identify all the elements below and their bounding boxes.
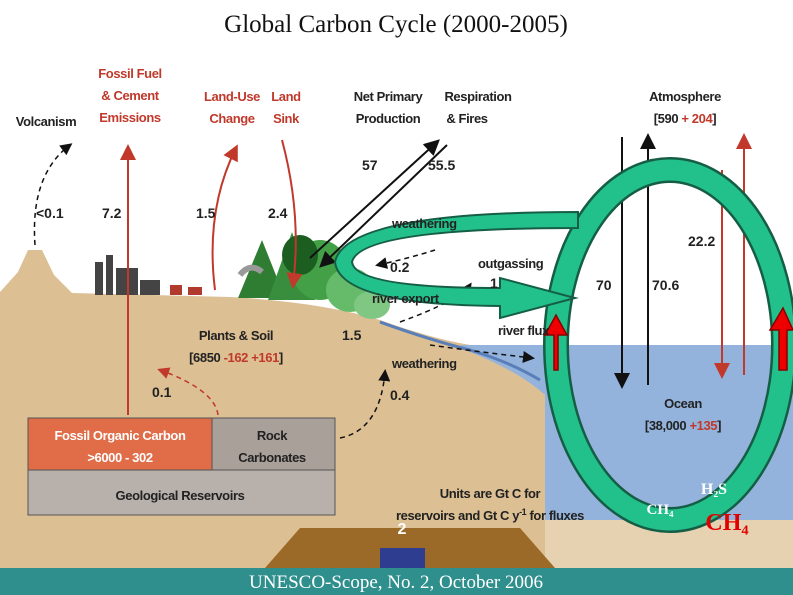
label: Volcanism xyxy=(16,114,76,129)
ocean xyxy=(460,345,793,520)
reservoir-label: Rock xyxy=(257,428,288,443)
units: Units are Gt C for xyxy=(440,486,541,501)
flux: 7.2 xyxy=(102,205,122,221)
stock-base: [38,000 xyxy=(645,418,686,433)
label: & Cement xyxy=(101,88,160,103)
units-text: reservoirs and Gt C y xyxy=(396,508,520,523)
rock-box xyxy=(211,417,336,471)
label: river flux xyxy=(498,323,550,338)
label: weathering xyxy=(391,356,457,371)
stock-loss: -162 xyxy=(224,350,249,365)
flux: 0.1 xyxy=(152,384,172,400)
flux: 70 xyxy=(596,277,612,293)
units-text: for fluxes xyxy=(526,508,584,523)
label: Plants & Soil xyxy=(199,328,273,343)
flux: 57 xyxy=(362,157,378,173)
flux: 70.6 xyxy=(652,277,679,293)
label: Sink xyxy=(273,111,300,126)
label: Atmosphere xyxy=(649,89,721,104)
stock: [38,000 +135] xyxy=(645,418,721,433)
label: weathering xyxy=(391,216,457,231)
flux: 0.2 xyxy=(390,259,410,275)
stock-close: ] xyxy=(279,350,283,365)
gas: CH₄ xyxy=(647,502,675,518)
flux: 0.4 xyxy=(390,387,410,403)
label: Emissions xyxy=(99,110,161,125)
seabed xyxy=(545,520,793,568)
title: Global Carbon Cycle (2000-2005) xyxy=(224,11,568,38)
stock-base: [6850 xyxy=(189,350,220,365)
footer-bar xyxy=(0,568,793,595)
stock-gain: +161 xyxy=(251,350,279,365)
units: reservoirs and Gt C y-1 for fluxes xyxy=(396,507,584,523)
stock-close: ] xyxy=(712,111,716,126)
label: Production xyxy=(356,111,421,126)
stock-change: + 204 xyxy=(681,111,713,126)
gas: H₂S xyxy=(701,481,727,498)
reservoir-label: >6000 - 302 xyxy=(87,450,153,465)
units-sup: -1 xyxy=(519,507,527,517)
geological-box xyxy=(27,469,336,516)
green-arrow xyxy=(333,210,579,320)
marker-box xyxy=(380,548,425,568)
label: Change xyxy=(209,111,254,126)
label: Land-Use xyxy=(204,89,260,104)
footer: UNESCO-Scope, No. 2, October 2006 xyxy=(249,572,543,593)
stock: [590 + 204] xyxy=(654,111,717,126)
label: Fossil Fuel xyxy=(98,66,162,81)
label: Land xyxy=(271,89,301,104)
flux: 22.2 xyxy=(688,233,715,249)
stock-base: [590 xyxy=(654,111,679,126)
label: Net Primary xyxy=(354,89,424,104)
stock-close: ] xyxy=(717,418,721,433)
reservoir-label: Fossil Organic Carbon xyxy=(54,428,185,443)
red-arrow xyxy=(768,306,793,371)
reservoir-label: Geological Reservoirs xyxy=(116,488,245,503)
flux: 1.5 xyxy=(342,327,362,343)
reservoir-label: Carbonates xyxy=(238,450,306,465)
flux: 1.5 xyxy=(196,205,216,221)
marker-label: 2 xyxy=(398,521,407,538)
fossil-organic-box xyxy=(27,417,213,471)
label: Ocean xyxy=(664,396,702,411)
label: & Fires xyxy=(446,111,487,126)
flux: 1 xyxy=(490,275,498,291)
red-arrow xyxy=(543,313,569,371)
flux: 55.5 xyxy=(428,157,455,173)
gas: CH₄ xyxy=(705,510,748,536)
label: river export xyxy=(372,291,440,306)
flux: 2.4 xyxy=(268,205,288,221)
stock-change: +135 xyxy=(689,418,717,433)
label: Respiration xyxy=(444,89,512,104)
label: outgassing xyxy=(478,256,544,271)
flux: <0.1 xyxy=(36,205,64,221)
stock: [6850 -162 +161] xyxy=(189,350,283,365)
